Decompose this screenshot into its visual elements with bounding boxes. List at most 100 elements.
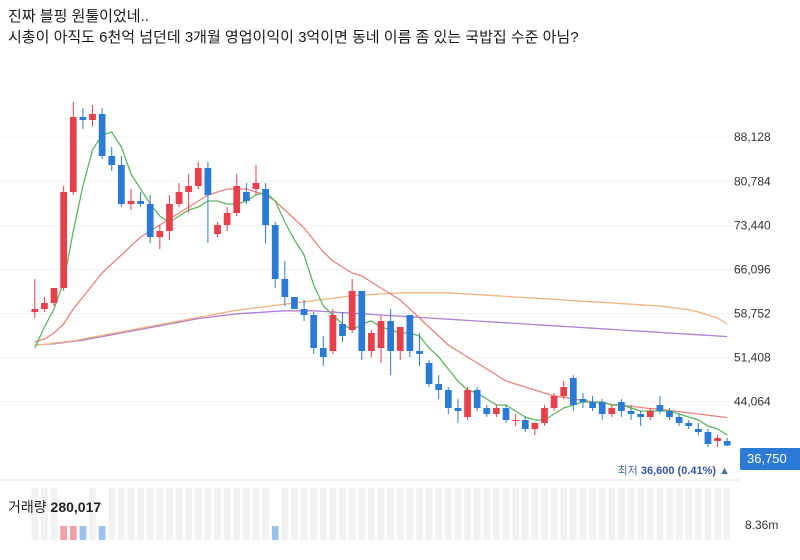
candle-body — [233, 186, 241, 213]
volume-bar — [348, 488, 356, 540]
candle-body — [271, 225, 279, 279]
volume-bar — [223, 488, 231, 540]
grid-lines — [0, 136, 740, 403]
candle-body — [377, 321, 385, 348]
volume-bar — [656, 488, 664, 540]
volume-bar — [473, 488, 481, 540]
volume-bar — [41, 488, 48, 540]
volume-bar — [444, 488, 452, 540]
volume-bar — [512, 488, 519, 540]
candle-body — [281, 279, 289, 297]
candle-body — [368, 333, 375, 351]
candle-body — [598, 402, 606, 414]
volume-bar — [666, 488, 673, 540]
candle-body — [175, 192, 183, 204]
volume-bar — [560, 488, 568, 540]
candle-body — [50, 288, 58, 303]
volume-bar — [108, 488, 116, 540]
volume-bar — [358, 488, 366, 540]
candle-body — [627, 411, 635, 414]
volume-bar — [329, 488, 337, 540]
candle-body — [483, 408, 491, 414]
candle-body — [329, 315, 337, 351]
post-caption: 진짜 블핑 원툴이었네.. 시총이 아직도 6천억 넘던데 3개월 영업이익이 … — [8, 6, 788, 48]
candle-body — [387, 321, 394, 351]
y-tick-label: 58,752 — [734, 306, 771, 320]
volume-bar — [146, 488, 154, 540]
candle-body — [512, 420, 519, 421]
candle-body — [166, 204, 173, 231]
volume-bar — [339, 488, 346, 540]
current-price-badge: 36,750 — [740, 448, 800, 470]
candle-body — [694, 429, 702, 432]
candle-body — [425, 363, 433, 384]
volume-bar — [723, 488, 731, 540]
candle-body — [589, 402, 596, 408]
volume-summary: 거래량 280,017 — [8, 497, 101, 517]
volume-bar — [396, 488, 404, 540]
volume-bar — [166, 488, 173, 540]
candle-body — [98, 114, 106, 156]
volume-bar — [291, 488, 298, 540]
candle-body — [454, 408, 462, 411]
candles — [31, 102, 731, 447]
candle-body — [41, 303, 48, 309]
candle-body — [31, 309, 39, 312]
candle-body — [137, 201, 144, 204]
volume-bar — [464, 488, 471, 540]
candle-body — [243, 192, 250, 201]
candle-body — [723, 441, 731, 446]
candle-body — [550, 396, 558, 408]
candle-body — [646, 411, 654, 417]
volume-bar — [31, 488, 39, 540]
volume-bar — [569, 488, 577, 540]
volume-bar — [579, 488, 587, 540]
candle-body — [666, 411, 673, 417]
volume-bar — [204, 488, 212, 540]
candle-body — [637, 414, 645, 417]
candle-body — [685, 423, 693, 426]
candle-body — [656, 405, 664, 411]
volume-bar — [233, 488, 241, 540]
candle-body — [262, 189, 269, 225]
candle-body — [502, 408, 510, 420]
volume-bar — [387, 488, 394, 540]
candle-body — [464, 390, 471, 417]
candle-body — [223, 213, 231, 225]
ma5-line — [34, 131, 728, 436]
candle-body — [435, 384, 443, 390]
caption-line-1: 진짜 블핑 원툴이었네.. — [8, 8, 149, 25]
volume-bar — [406, 488, 414, 540]
volume-bar — [98, 526, 106, 540]
candle-body — [714, 438, 721, 441]
candle-body — [310, 315, 318, 348]
candle-body — [127, 201, 135, 204]
candle-body — [521, 420, 529, 429]
volume-bar — [117, 488, 125, 540]
candle-body — [319, 348, 327, 357]
candle-body — [416, 351, 423, 354]
volume-bar — [493, 488, 500, 540]
candle-body — [146, 204, 154, 237]
candle-body — [560, 387, 568, 396]
volume-bar — [368, 488, 375, 540]
volume-bar — [637, 488, 645, 540]
volume-bar — [300, 488, 308, 540]
candle-body — [704, 432, 712, 444]
candle-body — [185, 186, 193, 192]
volume-bar — [60, 526, 68, 540]
volume-bar — [262, 488, 269, 540]
candle-body — [541, 408, 548, 423]
volume-bar — [175, 488, 183, 540]
candle-body — [194, 168, 202, 186]
low-label-text: 최저 — [617, 465, 638, 477]
volume-label-text: 거래량 — [8, 499, 47, 515]
volume-bar — [608, 488, 616, 540]
candle-body — [291, 297, 298, 309]
volume-bar — [521, 488, 529, 540]
volume-bar — [646, 488, 654, 540]
volume-bar — [79, 526, 87, 540]
candle-body — [569, 378, 577, 405]
volume-bar — [714, 488, 721, 540]
